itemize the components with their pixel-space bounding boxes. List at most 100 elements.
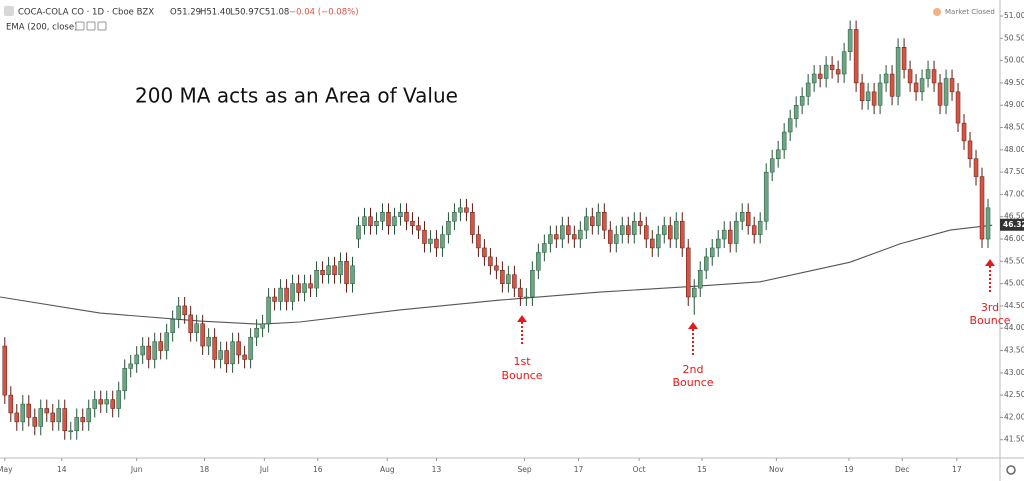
candle-body	[709, 247, 715, 258]
candle-body	[662, 225, 667, 235]
candle-body	[158, 341, 163, 351]
candle-body	[572, 234, 577, 240]
candle-body	[895, 47, 901, 97]
candle-body	[248, 336, 253, 360]
candle-body	[542, 243, 547, 253]
candle-body	[416, 225, 421, 231]
candle-body	[338, 261, 343, 275]
candle-body	[656, 234, 661, 249]
candle-body	[697, 270, 703, 289]
candle-body	[386, 212, 391, 226]
candle-body	[721, 229, 727, 240]
candle-body	[512, 274, 517, 289]
candle-body	[392, 216, 397, 226]
candle-body	[32, 417, 38, 427]
candle-body	[829, 64, 835, 70]
candle-body	[733, 220, 739, 244]
x-tick-label: 17	[952, 465, 962, 474]
x-tick-label: Dec	[895, 465, 910, 474]
y-tick-label: 46.00	[1004, 234, 1024, 243]
y-tick-label: 48.00	[1004, 145, 1024, 154]
y-tick-label: 42.50	[1004, 390, 1024, 399]
candle-body	[464, 207, 469, 213]
candle-body	[344, 261, 349, 284]
candle-body	[536, 252, 541, 271]
ohlc-change: −0.04 (−0.08%)	[289, 8, 359, 18]
x-tick-label: 18	[200, 465, 210, 474]
candle-body	[632, 220, 637, 235]
candle-body	[835, 69, 841, 75]
candle-body	[206, 336, 211, 347]
candle-body	[560, 225, 565, 240]
candle-body	[763, 171, 769, 222]
candle-body	[56, 408, 62, 423]
symbol-icon[interactable]	[4, 6, 14, 16]
candle-body	[805, 82, 811, 97]
candle-body	[602, 212, 607, 231]
candle-body	[380, 212, 385, 222]
candle-body	[817, 73, 823, 79]
y-tick-label: 50.00	[1004, 56, 1024, 65]
ohlc-open: O51.29	[170, 8, 201, 18]
candle-body	[164, 332, 169, 351]
candle-body	[434, 238, 439, 249]
candle-body	[775, 149, 781, 160]
candle-body	[146, 345, 151, 360]
settings-icon[interactable]	[1006, 465, 1016, 475]
candle-body	[793, 104, 799, 119]
symbol-title: COCA-COLA CO · 1D · Cboe BZX	[18, 8, 154, 18]
candle-body	[757, 220, 763, 235]
candle-body	[374, 220, 379, 226]
candle-body	[224, 350, 229, 365]
indicator-settings[interactable]	[86, 21, 96, 31]
candle-body	[578, 229, 583, 240]
candle-body	[955, 91, 961, 124]
x-tick-label: Sep	[518, 465, 532, 474]
candle-body	[883, 73, 889, 84]
candle-body	[967, 140, 973, 160]
candle-body	[68, 430, 73, 433]
candle-body	[500, 270, 505, 284]
indicator-close[interactable]	[97, 21, 107, 31]
indicator-name: EMA (200, close)	[6, 23, 77, 33]
candle-body	[428, 238, 433, 244]
candle-body	[140, 345, 145, 356]
bounce-label: 1st	[513, 355, 531, 368]
candle-body	[769, 158, 775, 173]
candle-body	[680, 220, 685, 249]
candle-body	[458, 207, 463, 213]
candle-body	[260, 323, 265, 329]
candle-body	[979, 176, 985, 240]
candle-body	[410, 220, 415, 226]
arrow-head	[985, 259, 995, 266]
candle-body	[614, 234, 619, 244]
x-tick-label: Jul	[259, 465, 269, 474]
candle-body	[404, 212, 409, 222]
ohlc-low: L50.97	[230, 8, 259, 18]
x-tick-label: 19	[844, 465, 854, 474]
candle-body	[278, 287, 283, 302]
x-tick-label: May	[0, 465, 13, 474]
candle-body	[859, 82, 865, 102]
candle-body	[590, 216, 595, 226]
bounce-label: 2nd	[683, 363, 704, 376]
candle-body	[853, 29, 859, 84]
candle-body	[961, 122, 967, 142]
x-tick-label: Oct	[633, 465, 646, 474]
indicator-eye[interactable]	[75, 21, 85, 31]
y-tick-label: 48.50	[1004, 123, 1024, 132]
candle-body	[644, 225, 649, 240]
candle-body	[86, 408, 91, 423]
y-tick-label: 43.00	[1004, 368, 1024, 377]
candle-body	[296, 283, 301, 293]
candle-body	[638, 220, 643, 226]
candle-body	[823, 64, 829, 79]
bounce-1: 1st Bounce	[501, 315, 543, 382]
y-tick-label: 43.50	[1004, 346, 1024, 355]
candle-body	[110, 399, 115, 409]
candle-body	[847, 29, 853, 52]
candle-body	[608, 229, 613, 244]
candle-body	[272, 296, 277, 302]
status-dot	[933, 8, 941, 16]
candle-body	[524, 296, 529, 299]
